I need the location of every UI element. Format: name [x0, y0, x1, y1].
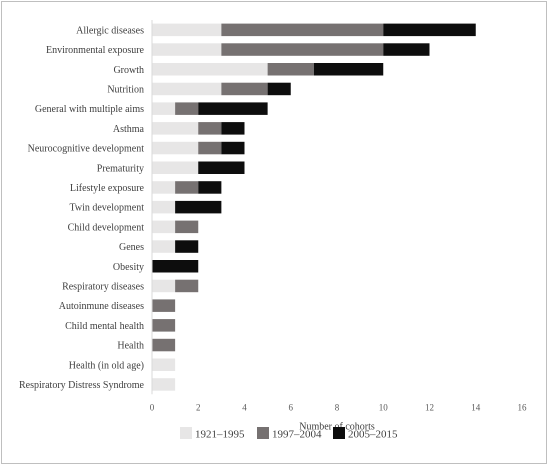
x-tick-label-6: 6 — [289, 402, 294, 412]
bar-environmental-exposure-series-2 — [221, 43, 384, 56]
category-label-respiratory-diseases: Respiratory diseases — [62, 281, 144, 292]
category-label-child-development: Child development — [68, 222, 145, 233]
bar-allergic-diseases-series-2 — [221, 23, 384, 37]
legend-label-series-1: 1921–1995 — [195, 429, 245, 441]
bar-nutrition-series-1 — [152, 82, 222, 96]
x-tick-label-8: 8 — [335, 402, 340, 412]
legend-label-series-3: 2005–2015 — [348, 429, 398, 441]
legend: 1921–1995 1997–2004 2005–2015 — [180, 427, 398, 441]
bar-neurocognitive-development-series-3 — [221, 141, 245, 155]
category-label-neurocognitive-development: Neurocognitive development — [28, 144, 145, 155]
category-label-growth: Growth — [113, 65, 144, 76]
bar-asthma-series-3 — [221, 122, 245, 135]
x-tick-labels: 0 2 4 6 8 10 12 14 16 — [150, 402, 527, 412]
bar-child-development-series-2 — [175, 220, 199, 234]
bar-general-with-multiple-aims-series-2 — [175, 102, 199, 115]
bar-environmental-exposure-series-1 — [152, 43, 222, 56]
bar-prematurity-series-3 — [198, 161, 245, 174]
bar-allergic-diseases-series-3 — [383, 23, 476, 37]
category-label-prematurity: Prematurity — [97, 163, 144, 174]
bar-health-in-old-age-series-1 — [152, 358, 176, 371]
category-label-respiratory-distress-syndrome: Respiratory Distress Syndrome — [19, 380, 145, 391]
bar-neurocognitive-development-series-2 — [198, 141, 222, 155]
bar-growth-series-2 — [267, 63, 314, 76]
bar-general-with-multiple-aims-series-1 — [152, 102, 176, 115]
bar-respiratory-diseases-series-1 — [152, 279, 176, 293]
category-label-health-in-old-age: Health (in old age) — [69, 360, 144, 371]
x-tick-label-0: 0 — [150, 402, 155, 412]
bar-asthma-series-1 — [152, 122, 199, 135]
bar-lifestyle-exposure-series-1 — [152, 181, 176, 194]
category-label-health: Health — [117, 341, 144, 352]
x-axis-title: Number of cohorts — [299, 421, 375, 432]
category-labels: Allergic diseases Environmental exposure G… — [19, 25, 145, 391]
x-tick-label-10: 10 — [379, 402, 389, 412]
legend-swatch-series-2 — [257, 427, 269, 439]
bar-child-mental-health-series-2 — [152, 319, 176, 332]
x-tick-label-14: 14 — [471, 402, 481, 412]
legend-swatch-series-3 — [333, 427, 345, 439]
bar-genes-series-3 — [175, 240, 199, 253]
bar-general-with-multiple-aims-series-3 — [198, 102, 268, 115]
category-label-autoinmune-diseases: Autoinmune diseases — [59, 301, 144, 312]
bar-obesity-series-3 — [152, 260, 199, 273]
bar-twin-development-series-3 — [175, 200, 222, 214]
bar-child-development-series-1 — [152, 220, 176, 234]
category-label-genes: Genes — [119, 242, 144, 253]
category-label-environmental-exposure: Environmental exposure — [46, 45, 145, 56]
bar-respiratory-diseases-series-2 — [175, 279, 199, 293]
x-tick-label-2: 2 — [196, 402, 201, 412]
bar-neurocognitive-development-series-1 — [152, 141, 199, 155]
bar-growth-series-1 — [152, 63, 268, 76]
bar-allergic-diseases-series-1 — [152, 23, 222, 37]
bar-lifestyle-exposure-series-2 — [175, 181, 199, 194]
bar-environmental-exposure-series-3 — [383, 43, 430, 56]
x-tick-label-12: 12 — [425, 402, 434, 412]
bar-respiratory-distress-syndrome-series-1 — [152, 378, 176, 391]
legend-label-series-2: 1997–2004 — [272, 429, 322, 441]
bars-layer — [152, 23, 476, 391]
category-label-child-mental-health: Child mental health — [65, 321, 144, 332]
x-tick-label-16: 16 — [518, 402, 528, 412]
category-label-asthma: Asthma — [113, 124, 145, 135]
bar-health-series-2 — [152, 338, 176, 352]
bar-asthma-series-2 — [198, 122, 222, 135]
legend-swatch-series-1 — [180, 427, 192, 439]
bar-twin-development-series-1 — [152, 200, 176, 214]
x-tick-label-4: 4 — [242, 402, 247, 412]
category-label-lifestyle-exposure: Lifestyle exposure — [70, 183, 145, 194]
category-label-twin-development: Twin development — [69, 203, 144, 214]
bar-nutrition-series-2 — [221, 82, 268, 96]
category-label-general-with-multiple-aims: General with multiple aims — [35, 104, 144, 115]
bar-lifestyle-exposure-series-3 — [198, 181, 222, 194]
category-label-nutrition: Nutrition — [107, 84, 144, 95]
category-label-allergic-diseases: Allergic diseases — [76, 25, 144, 36]
bar-nutrition-series-3 — [267, 82, 291, 96]
bar-prematurity-series-1 — [152, 161, 199, 174]
bar-genes-series-1 — [152, 240, 176, 253]
bar-growth-series-3 — [313, 63, 384, 76]
category-label-obesity: Obesity — [113, 262, 144, 273]
bar-autoinmune-diseases-series-2 — [152, 299, 176, 312]
